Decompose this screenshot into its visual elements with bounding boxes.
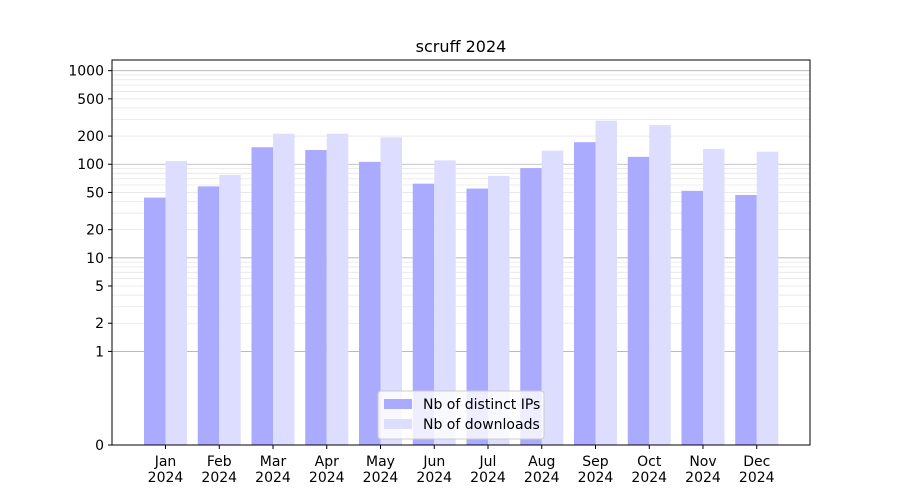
legend-label: Nb of downloads [423,417,540,433]
x-tick-label-month: Mar [260,454,287,470]
bar-distinct-ips [197,186,220,445]
x-tick-label-year: 2024 [148,470,184,486]
x-axis-ticks: Jan2024Feb2024Mar2024Apr2024May2024Jun20… [148,445,775,486]
y-tick-label: 20 [86,223,104,239]
bar-distinct-ips [574,142,596,445]
legend-label: Nb of distinct IPs [423,397,540,413]
x-tick-label-year: 2024 [685,470,721,486]
y-tick-label: 2 [95,316,104,332]
bar-downloads [703,148,725,445]
bar-distinct-ips [466,188,488,445]
x-tick-label-month: Nov [689,454,716,470]
bar-distinct-ips [627,156,650,446]
bar-downloads [434,160,456,445]
bar-distinct-ips [251,147,273,445]
bar-downloads [649,125,671,446]
y-tick-label: 100 [77,157,104,173]
bar-distinct-ips [412,183,435,445]
x-tick-label-month: Apr [315,454,339,470]
bar-downloads [326,133,349,446]
x-tick-label-year: 2024 [201,470,237,486]
y-axis-ticks: 0 1 2 5 10 20 50 100 200 500 1000 [68,64,112,454]
x-tick-label-year: 2024 [309,470,345,486]
bar-distinct-ips [305,149,327,445]
x-tick-label-month: Jun [422,454,445,470]
bar-downloads [219,174,241,445]
legend-box [377,390,545,440]
x-tick-label-month: Jul [479,454,497,470]
x-tick-label-year: 2024 [470,470,506,486]
y-tick-label: 1 [95,344,104,360]
plot-frame [111,59,811,446]
y-tick-label: 500 [77,92,104,108]
y-tick-label: 200 [77,129,104,145]
bar-distinct-ips [359,161,381,445]
y-tick-label: 1000 [68,64,104,80]
x-tick-label-month: Feb [207,454,232,470]
bar-distinct-ips [681,190,703,445]
legend-swatch [384,399,412,409]
x-tick-label-year: 2024 [416,470,452,486]
x-tick-label-year: 2024 [631,470,667,486]
x-tick-label-month: Jan [154,454,177,470]
x-tick-label-year: 2024 [363,470,399,486]
bar-downloads [165,161,187,445]
legend-swatch [384,419,412,429]
bar-downloads [595,120,617,445]
x-tick-label-year: 2024 [255,470,291,486]
x-tick-label-year: 2024 [578,470,614,486]
bar-downloads [756,151,779,445]
y-tick-label: 0 [95,438,104,454]
x-tick-label-month: Aug [528,454,555,470]
y-tick-label: 10 [86,251,104,267]
bar-distinct-ips [735,194,757,445]
y-tick-label: 50 [86,185,104,201]
chart-title: scruff 2024 [416,37,507,56]
bar-downloads [541,150,564,445]
bar-downloads [273,133,295,446]
y-tick-label: 5 [95,279,104,295]
bar-downloads [488,175,510,445]
legend: Nb of distinct IPs Nb of downloads [377,390,545,440]
bars [144,120,779,446]
x-tick-label-month: Sep [582,454,609,470]
x-tick-label-year: 2024 [524,470,560,486]
x-tick-label-month: Dec [743,454,770,470]
x-tick-label-month: May [366,454,395,470]
bar-downloads [380,137,402,445]
bar-distinct-ips [144,197,166,445]
x-tick-label-month: Oct [637,454,662,470]
x-tick-label-year: 2024 [739,470,775,486]
bar-distinct-ips [520,168,542,445]
